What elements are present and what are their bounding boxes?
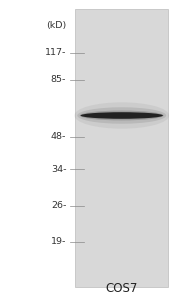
Text: 117-: 117- bbox=[45, 48, 66, 57]
Text: (kD): (kD) bbox=[46, 21, 66, 30]
Text: 26-: 26- bbox=[51, 201, 66, 210]
Text: 48-: 48- bbox=[51, 132, 66, 141]
Text: 85-: 85- bbox=[51, 75, 66, 84]
Text: 34-: 34- bbox=[51, 165, 66, 174]
Ellipse shape bbox=[80, 111, 164, 120]
Bar bbox=[75, 9, 168, 286]
Ellipse shape bbox=[81, 112, 163, 119]
Ellipse shape bbox=[74, 102, 169, 129]
Text: COS7: COS7 bbox=[106, 283, 138, 296]
Ellipse shape bbox=[77, 107, 166, 124]
Text: 19-: 19- bbox=[51, 237, 66, 246]
